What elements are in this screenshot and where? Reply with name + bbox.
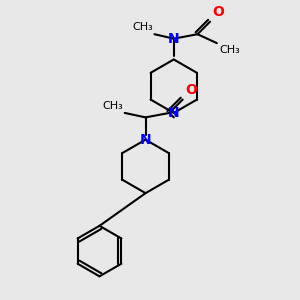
Text: CH₃: CH₃: [103, 101, 123, 111]
Text: CH₃: CH₃: [132, 22, 153, 32]
Text: N: N: [168, 106, 180, 120]
Text: CH₃: CH₃: [219, 45, 240, 55]
Text: N: N: [140, 133, 152, 147]
Text: O: O: [185, 83, 197, 97]
Text: O: O: [212, 5, 224, 20]
Text: N: N: [168, 32, 180, 46]
